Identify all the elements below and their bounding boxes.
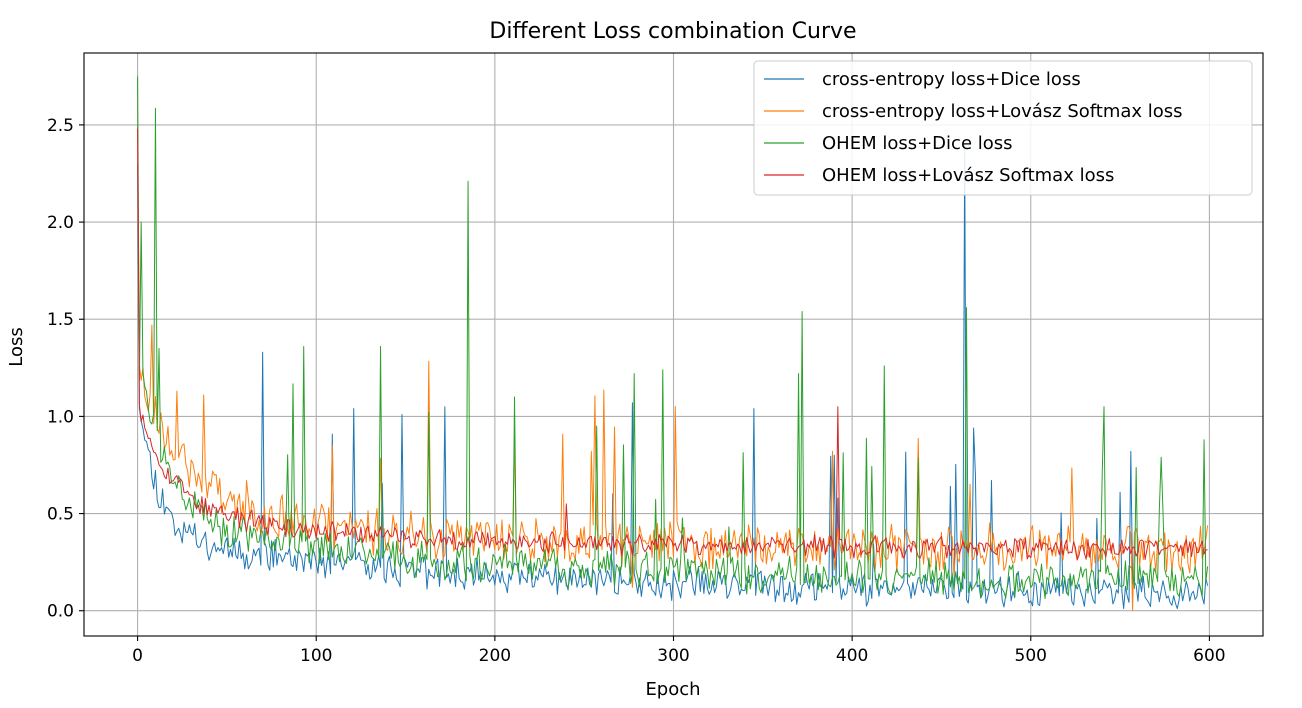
- x-axis-label: Epoch: [645, 679, 700, 700]
- x-tick-label: 0: [132, 646, 143, 666]
- series-line-1: [137, 124, 1209, 612]
- legend-label: OHEM loss+Dice loss: [822, 133, 1013, 154]
- y-tick-label: 1.5: [47, 310, 74, 330]
- x-tick-label: 600: [1193, 646, 1225, 666]
- y-tick-label: 0.0: [47, 602, 74, 622]
- y-tick-label: 1.0: [47, 407, 74, 427]
- y-tick-label: 2.0: [47, 213, 74, 233]
- y-tick-label: 0.5: [47, 505, 74, 525]
- x-tick-label: 300: [657, 646, 689, 666]
- x-tick-label: 100: [300, 646, 332, 666]
- legend: cross-entropy loss+Dice loss cross-entrop…: [753, 60, 1253, 196]
- chart-title: Different Loss combination Curve: [489, 19, 856, 44]
- legend-label: cross-entropy loss+Dice loss: [822, 69, 1081, 90]
- series-lines: [137, 76, 1209, 612]
- legend-box: [753, 60, 1253, 196]
- y-tick-label: 2.5: [47, 116, 74, 136]
- legend-label: cross-entropy loss+Lovász Softmax loss: [822, 101, 1183, 122]
- x-tick-label: 400: [836, 646, 868, 666]
- legend-label: OHEM loss+Lovász Softmax loss: [822, 165, 1114, 186]
- axis-ticks: 0 100 200 300 400 500 600 0.0 0.5 1.0 1.5 2.0 2.5: [47, 116, 1226, 666]
- series-line-2: [137, 76, 1209, 600]
- x-tick-label: 200: [479, 646, 511, 666]
- y-axis-label: Loss: [6, 327, 27, 366]
- grid: [84, 53, 1263, 636]
- x-tick-label: 500: [1015, 646, 1047, 666]
- series-line-3: [137, 128, 1208, 561]
- series-line-0: [137, 143, 1209, 610]
